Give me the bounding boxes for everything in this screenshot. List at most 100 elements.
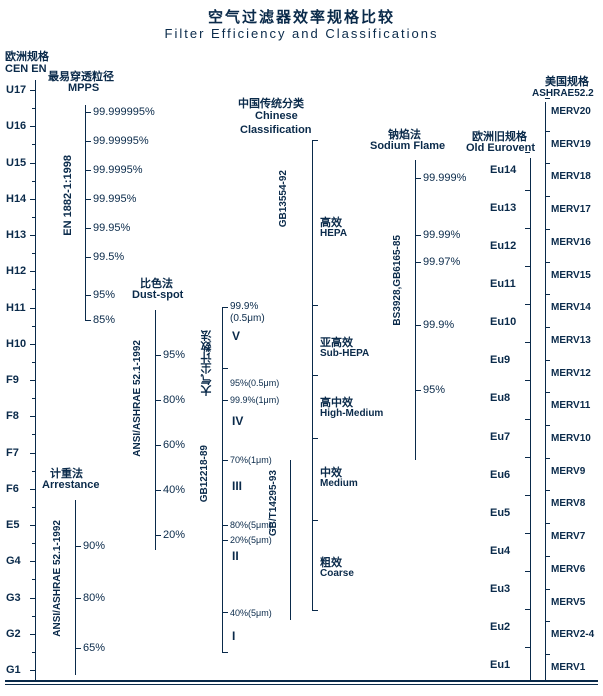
eu-tick-7 bbox=[525, 419, 530, 420]
cen-tick-10 bbox=[30, 453, 35, 454]
na-tick-4 bbox=[415, 390, 421, 391]
ds-tick-3 bbox=[155, 490, 161, 491]
merv-tick-8 bbox=[545, 360, 550, 361]
cen-label-13: G4 bbox=[6, 555, 21, 567]
mpps-tick-0 bbox=[85, 112, 91, 113]
gb-tick-5 bbox=[222, 540, 228, 541]
cen-label-7: H10 bbox=[6, 338, 26, 350]
cn-h3: Classification bbox=[240, 124, 312, 136]
merv-tick-15 bbox=[545, 589, 550, 590]
merv-label-7: MERV13 bbox=[551, 335, 591, 346]
eu-label-2: Eu12 bbox=[490, 240, 516, 252]
na-val-0: 99.999% bbox=[423, 172, 466, 184]
title-cn: 空气过滤器效率规格比较 bbox=[0, 6, 603, 27]
baseline bbox=[5, 680, 598, 682]
cen-tick-mid-8 bbox=[32, 398, 35, 399]
merv-tick-3 bbox=[545, 196, 550, 197]
gb-class-4: I bbox=[232, 629, 235, 643]
merv-h2: ASHRAE52.2 bbox=[532, 88, 594, 99]
cen-header-1: 欧洲规格 bbox=[5, 48, 49, 64]
merv-label-4: MERV16 bbox=[551, 237, 591, 248]
cen-tick-8 bbox=[30, 380, 35, 381]
eu-tick-9 bbox=[525, 495, 530, 496]
cen-tick-15 bbox=[30, 634, 35, 635]
cn-tick-1 bbox=[312, 305, 318, 306]
eu-tick-2 bbox=[525, 228, 530, 229]
ds-tick-1 bbox=[155, 400, 161, 401]
gb-tick-0 bbox=[222, 307, 228, 308]
cen-tick-mid-14 bbox=[32, 616, 35, 617]
cn-class-en-3: Medium bbox=[320, 478, 358, 489]
cen-tick-12 bbox=[30, 525, 35, 526]
cen-tick-mid-13 bbox=[32, 579, 35, 580]
gb-v1: (0.5μm) bbox=[230, 313, 265, 324]
eu-label-12: Eu2 bbox=[490, 621, 510, 633]
merv-tick-17 bbox=[545, 654, 550, 655]
gb-v2: 95%(0.5μm) bbox=[230, 378, 279, 388]
merv-axis bbox=[545, 102, 546, 680]
merv-tick-1 bbox=[545, 131, 550, 132]
merv-label-14: MERV6 bbox=[551, 564, 585, 575]
cen-tick-mid-3 bbox=[32, 217, 35, 218]
merv-tick-0 bbox=[545, 98, 550, 99]
merv-label-8: MERV12 bbox=[551, 368, 591, 379]
merv-label-11: MERV9 bbox=[551, 466, 585, 477]
mpps-val-1: 99.99995% bbox=[93, 135, 149, 147]
merv-label-16: MERV2-4 bbox=[551, 629, 594, 640]
eu-label-7: Eu7 bbox=[490, 431, 510, 443]
na-std: BS3928,GB6165-85 bbox=[392, 235, 403, 326]
cen-tick-mid-11 bbox=[32, 507, 35, 508]
gb-class-3: II bbox=[232, 549, 239, 563]
mpps-tick-3 bbox=[85, 199, 91, 200]
gb-class-0: V bbox=[232, 329, 240, 343]
merv-label-15: MERV5 bbox=[551, 597, 585, 608]
merv-label-5: MERV15 bbox=[551, 270, 591, 281]
eu-tick-10 bbox=[525, 533, 530, 534]
cen-axis bbox=[35, 80, 36, 680]
eu-tick-3 bbox=[525, 266, 530, 267]
gb-v6: 20%(5μm) bbox=[230, 535, 272, 545]
eu-label-4: Eu10 bbox=[490, 316, 516, 328]
mpps-std: EN 1882-1:1998 bbox=[62, 155, 74, 236]
gb-std: GB12218-89 bbox=[199, 445, 210, 502]
cen-tick-mid-5 bbox=[32, 289, 35, 290]
cen-label-2: U15 bbox=[6, 157, 26, 169]
merv-label-2: MERV18 bbox=[551, 171, 591, 182]
cen-tick-4 bbox=[30, 235, 35, 236]
cn-class-en-4: Coarse bbox=[320, 568, 354, 579]
eu-label-13: Eu1 bbox=[490, 659, 510, 671]
merv-tick-4 bbox=[545, 229, 550, 230]
cen-tick-mid-9 bbox=[32, 434, 35, 435]
merv-tick-2 bbox=[545, 163, 550, 164]
cn-class-en-0: HEPA bbox=[320, 228, 347, 239]
cen-label-5: H12 bbox=[6, 265, 26, 277]
gb-tick-2 bbox=[222, 400, 228, 401]
merv-tick-7 bbox=[545, 327, 550, 328]
arr-val-0: 90% bbox=[83, 540, 105, 552]
mpps-axis bbox=[85, 105, 86, 320]
ds-val-2: 60% bbox=[163, 439, 185, 451]
cen-tick-16 bbox=[30, 670, 35, 671]
gb-v7: 40%(5μm) bbox=[230, 608, 272, 618]
gb-tick-6 bbox=[222, 612, 228, 613]
cen-tick-3 bbox=[30, 199, 35, 200]
merv-tick-10 bbox=[545, 425, 550, 426]
arr-tick-1 bbox=[75, 598, 81, 599]
merv-tick-16 bbox=[545, 621, 550, 622]
eu-label-5: Eu9 bbox=[490, 354, 510, 366]
ds-tick-0 bbox=[155, 355, 161, 356]
ds-axis bbox=[155, 310, 156, 550]
arr-std: ANSI/ASHRAE 52.1-1992 bbox=[52, 520, 63, 637]
cen-label-4: H13 bbox=[6, 229, 26, 241]
eu-tick-11 bbox=[525, 571, 530, 572]
cen-tick-mid-2 bbox=[32, 181, 35, 182]
mpps-val-2: 99.9995% bbox=[93, 164, 143, 176]
merv-tick-9 bbox=[545, 392, 550, 393]
cen-label-6: H11 bbox=[6, 302, 26, 314]
mpps-val-6: 95% bbox=[93, 289, 115, 301]
mpps-val-0: 99.999995% bbox=[93, 106, 155, 118]
gb-tick-7 bbox=[222, 652, 228, 653]
cen-tick-13 bbox=[30, 561, 35, 562]
cen-label-15: G2 bbox=[6, 628, 21, 640]
cen-tick-mid-10 bbox=[32, 471, 35, 472]
